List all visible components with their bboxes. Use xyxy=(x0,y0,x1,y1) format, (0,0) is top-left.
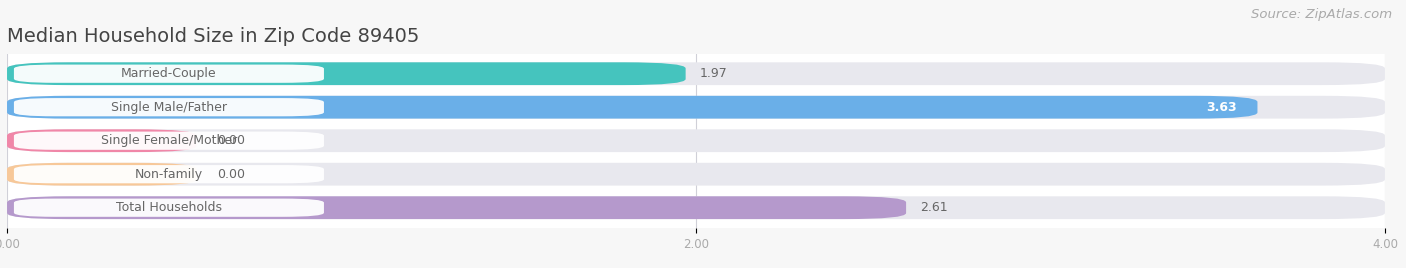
FancyBboxPatch shape xyxy=(14,98,323,116)
FancyBboxPatch shape xyxy=(7,62,1385,85)
FancyBboxPatch shape xyxy=(14,65,323,83)
Text: Source: ZipAtlas.com: Source: ZipAtlas.com xyxy=(1251,8,1392,21)
Text: Single Male/Father: Single Male/Father xyxy=(111,101,226,114)
Text: 0.00: 0.00 xyxy=(217,168,245,181)
FancyBboxPatch shape xyxy=(14,199,323,217)
Text: Median Household Size in Zip Code 89405: Median Household Size in Zip Code 89405 xyxy=(7,28,419,46)
FancyBboxPatch shape xyxy=(14,165,323,183)
FancyBboxPatch shape xyxy=(7,163,1385,185)
Text: Single Female/Mother: Single Female/Mother xyxy=(101,134,238,147)
FancyBboxPatch shape xyxy=(7,196,905,219)
FancyBboxPatch shape xyxy=(7,163,197,185)
FancyBboxPatch shape xyxy=(7,129,1385,152)
FancyBboxPatch shape xyxy=(7,96,1257,118)
Text: 1.97: 1.97 xyxy=(699,67,727,80)
Text: Non-family: Non-family xyxy=(135,168,202,181)
Text: Total Households: Total Households xyxy=(115,201,222,214)
Text: 2.61: 2.61 xyxy=(920,201,948,214)
FancyBboxPatch shape xyxy=(7,196,1385,219)
Text: 3.63: 3.63 xyxy=(1206,101,1237,114)
FancyBboxPatch shape xyxy=(7,129,197,152)
FancyBboxPatch shape xyxy=(14,132,323,150)
Text: 0.00: 0.00 xyxy=(217,134,245,147)
FancyBboxPatch shape xyxy=(7,96,1385,118)
Text: Married-Couple: Married-Couple xyxy=(121,67,217,80)
FancyBboxPatch shape xyxy=(7,62,686,85)
